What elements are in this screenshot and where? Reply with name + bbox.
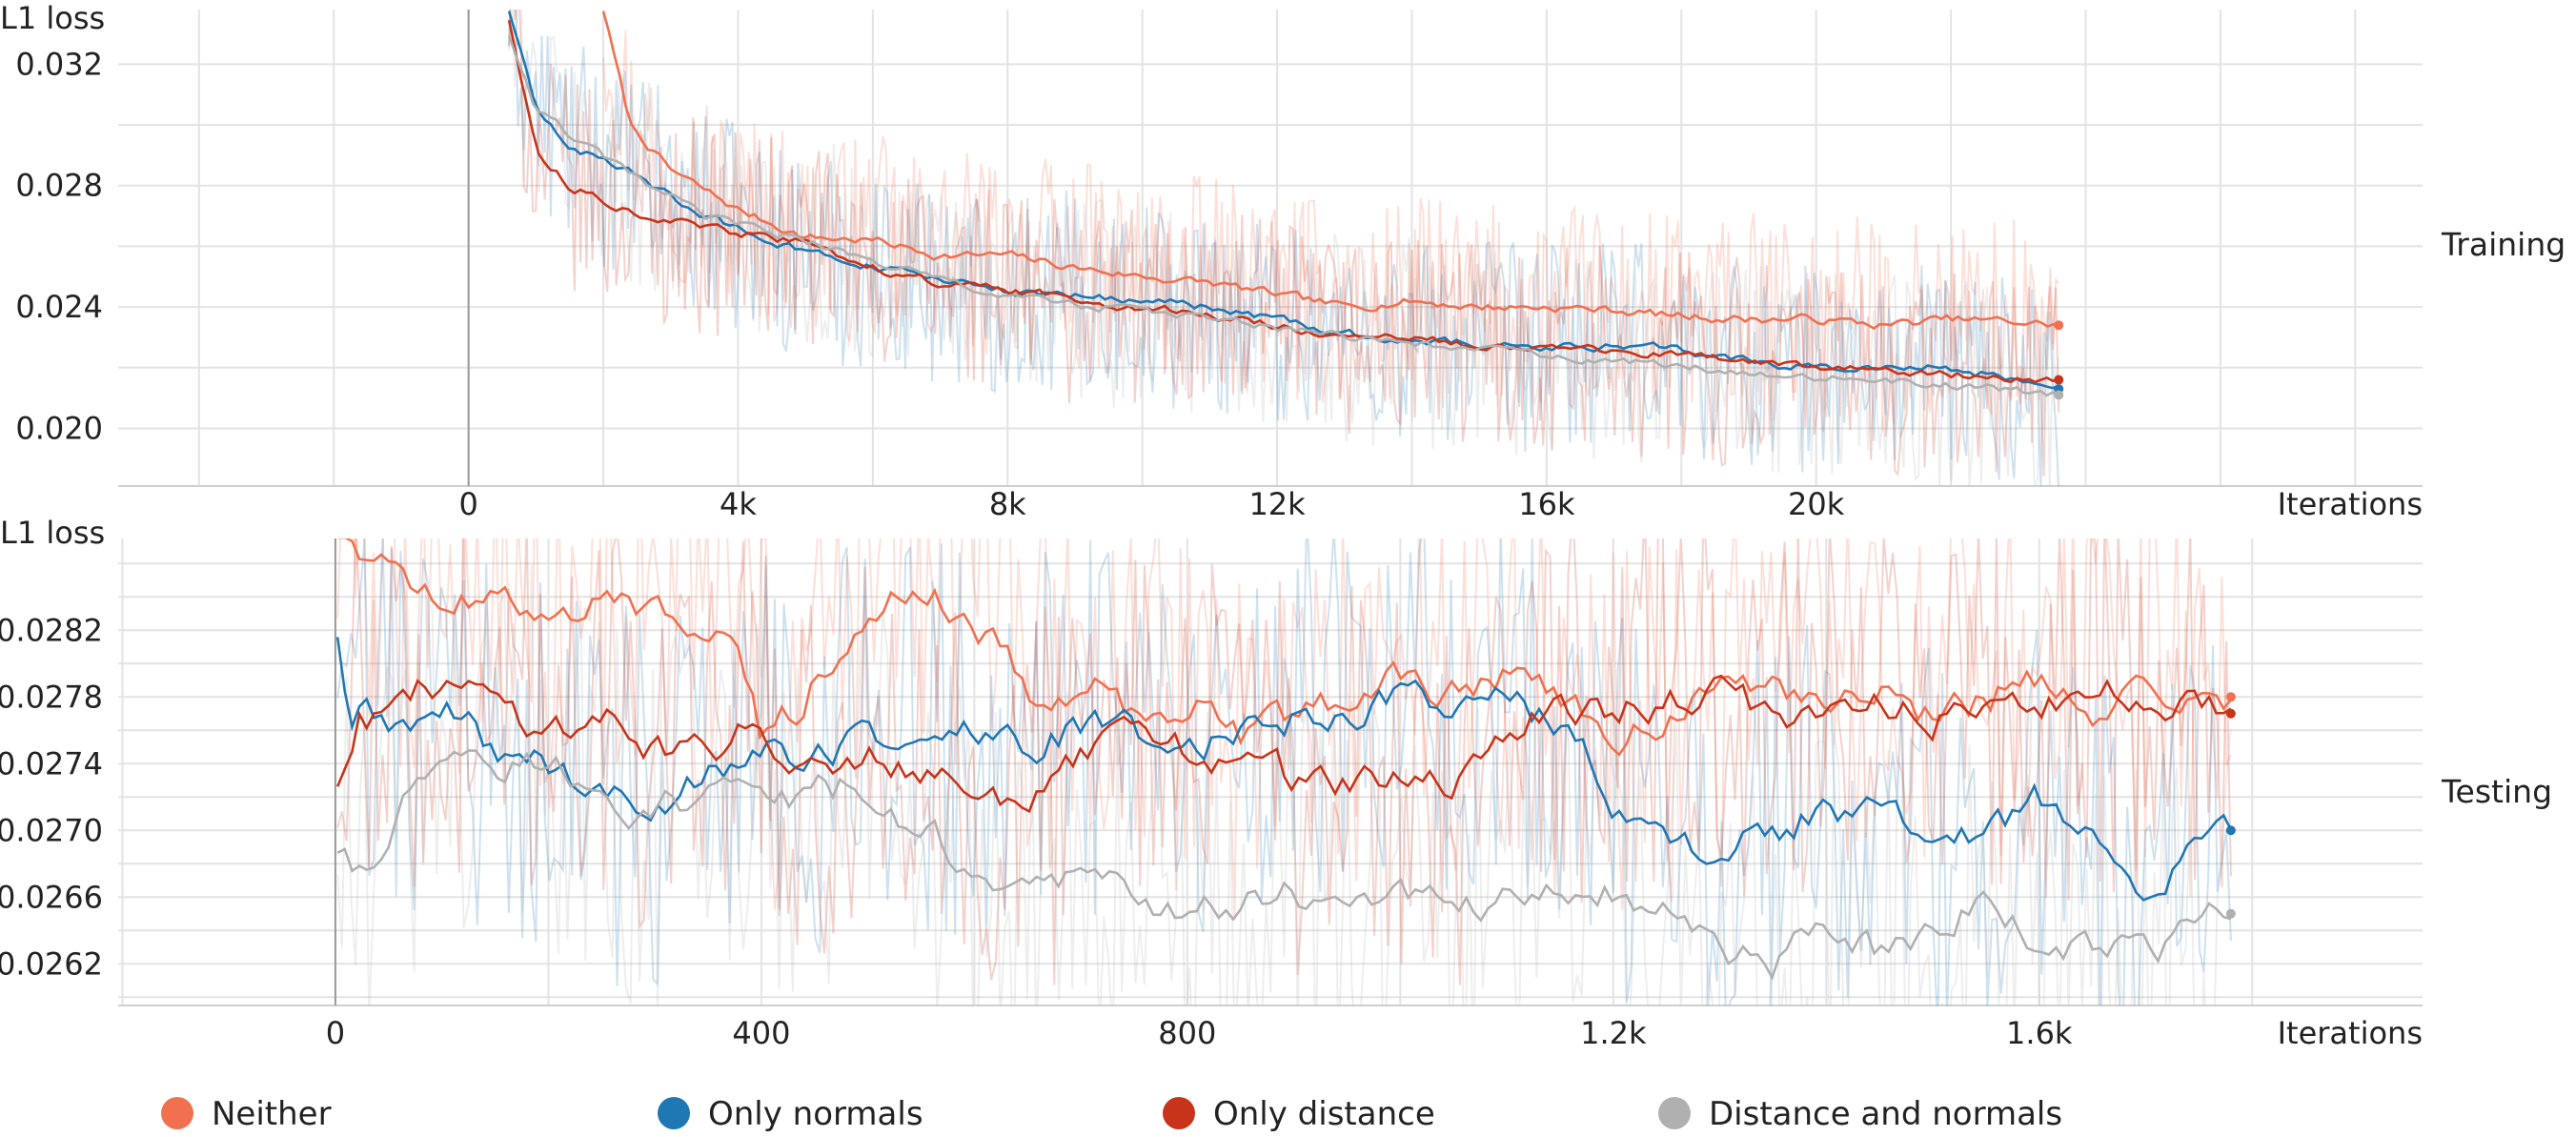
raw-trace-neither [336, 538, 2232, 920]
y-tick-label: 0.028 [15, 168, 103, 204]
series-end-point-only-normals [2225, 825, 2236, 836]
y-tick-label: 0.024 [15, 289, 103, 325]
training-panel: 0.020 0.024 0.028 0.032 0 4k 8k 12k 16k 20k L1 los… [0, 0, 2566, 522]
legend-marker [658, 1097, 690, 1129]
legend-item: Distance and normals [1658, 1095, 2062, 1133]
raw-trace-neither [602, 30, 2059, 432]
series-end-point-neither [2054, 320, 2064, 331]
raw-traces [508, 10, 2060, 486]
x-axis-label: Iterations [2278, 486, 2423, 522]
legend-label: Distance and normals [1709, 1095, 2062, 1133]
legend: Neither Only normals Only distance Distance… [161, 1095, 2062, 1133]
smoothed-traces [507, 10, 2059, 397]
x-tick-label: 12k [1248, 486, 1306, 522]
legend-marker [161, 1097, 193, 1129]
x-tick-label: 20k [1788, 486, 1845, 522]
legend-label: Neither [212, 1095, 332, 1133]
x-tick-label: 800 [1158, 1015, 1216, 1051]
y-tick-label: 0.0282 [0, 612, 103, 648]
x-tick-label: 4k [720, 486, 757, 522]
y-tick-label: 0.032 [15, 46, 103, 82]
series-end-point-only-distance [2054, 375, 2064, 385]
series-end-point-distance-and-normals [2225, 908, 2236, 919]
series-line-only-distance [335, 674, 2232, 814]
y-tick-label: 0.0278 [0, 679, 103, 715]
y-tick-label: 0.0262 [0, 945, 103, 982]
smoothed-traces [335, 538, 2233, 982]
panel-title: Training [2441, 226, 2566, 263]
x-tick-label: 0 [326, 1015, 345, 1051]
series-line-only-distance [507, 19, 2059, 384]
legend-item: Only distance [1163, 1095, 1435, 1133]
y-axis-label: L1 loss [0, 0, 105, 36]
x-tick-label: 16k [1518, 486, 1575, 522]
legend-marker [1658, 1097, 1691, 1129]
series-end-point-only-distance [2225, 708, 2236, 719]
series-line-neither [337, 538, 2232, 757]
y-axis-label: L1 loss [0, 515, 105, 551]
x-tick-label: 1.2k [1580, 1015, 1647, 1051]
raw-trace-only-normals [336, 538, 2232, 1005]
raw-trace-only-distance [508, 10, 2060, 477]
legend-label: Only normals [708, 1095, 923, 1133]
series-line-neither [601, 10, 2059, 331]
raw-trace-only-normals [508, 10, 2059, 486]
legend-item: Neither [161, 1095, 332, 1133]
panel-title: Testing [2441, 773, 2552, 810]
raw-trace-distance-and-normals [336, 564, 2232, 1005]
x-tick-label: 400 [732, 1015, 790, 1051]
testing-panel: 0.0262 0.0266 0.0270 0.0274 0.0278 0.0282 0 400… [0, 515, 2552, 1051]
series-line-distance-and-normals [507, 34, 2059, 397]
series-end-point-distance-and-normals [2054, 390, 2064, 400]
legend-marker [1163, 1097, 1195, 1129]
legend-label: Only distance [1213, 1095, 1435, 1133]
x-tick-label: 1.6k [2006, 1015, 2073, 1051]
x-tick-label: 8k [989, 486, 1026, 522]
y-tick-label: 0.0270 [0, 812, 103, 848]
legend-item: Only normals [658, 1095, 923, 1133]
y-tick-label: 0.0274 [0, 745, 103, 782]
series-end-point-neither [2225, 692, 2236, 702]
y-tick-label: 0.0266 [0, 879, 103, 915]
y-tick-label: 0.020 [15, 410, 103, 446]
x-tick-label: 0 [458, 486, 477, 522]
series-line-distance-and-normals [336, 749, 2232, 982]
x-axis-label: Iterations [2278, 1015, 2423, 1051]
